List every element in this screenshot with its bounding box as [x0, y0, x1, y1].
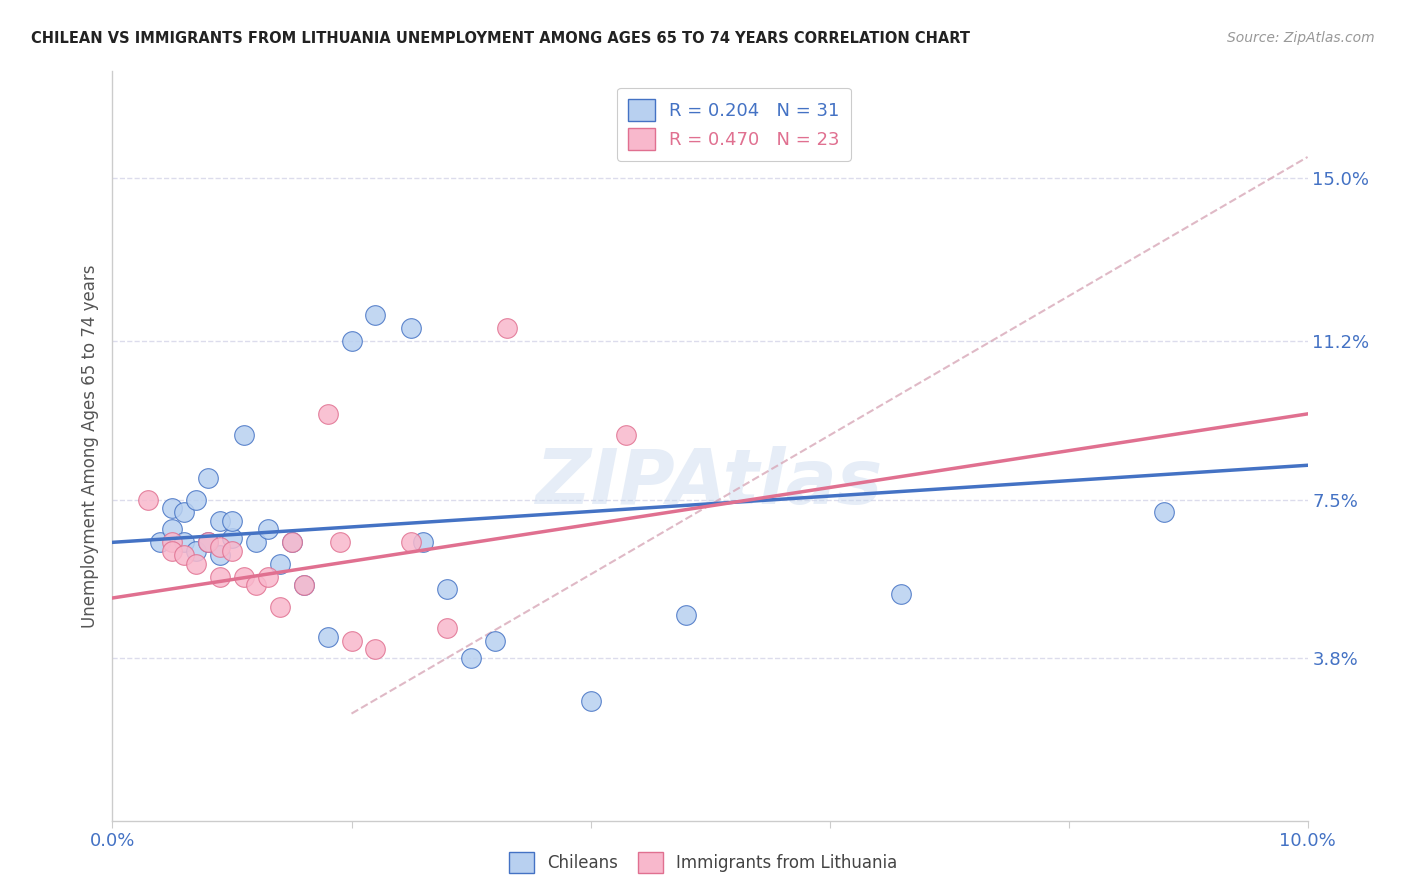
Point: [186, 492, 208, 507]
Point: [233, 569, 256, 583]
Text: ZIPAtlas: ZIPAtlas: [536, 447, 884, 520]
Point: [173, 505, 195, 519]
Point: [197, 535, 219, 549]
Point: [221, 531, 243, 545]
Point: [162, 523, 183, 537]
Point: [316, 630, 339, 644]
Point: [233, 428, 256, 442]
Point: [221, 514, 243, 528]
Point: [197, 471, 219, 485]
Point: [186, 544, 208, 558]
Point: [484, 633, 506, 648]
Point: [340, 633, 363, 648]
Legend: Chileans, Immigrants from Lithuania: Chileans, Immigrants from Lithuania: [502, 846, 904, 880]
Point: [364, 642, 387, 657]
Point: [173, 535, 195, 549]
Point: [292, 578, 315, 592]
Point: [316, 407, 339, 421]
Point: [292, 578, 315, 592]
Point: [257, 523, 280, 537]
Point: [209, 548, 232, 562]
Point: [579, 694, 602, 708]
Point: [197, 535, 219, 549]
Point: [162, 535, 183, 549]
Text: CHILEAN VS IMMIGRANTS FROM LITHUANIA UNEMPLOYMENT AMONG AGES 65 TO 74 YEARS CORR: CHILEAN VS IMMIGRANTS FROM LITHUANIA UNE…: [31, 31, 970, 46]
Point: [436, 621, 458, 635]
Point: [340, 334, 363, 348]
Point: [364, 309, 387, 323]
Point: [162, 544, 183, 558]
Point: [186, 557, 208, 571]
Point: [138, 492, 160, 507]
Point: [269, 557, 291, 571]
Point: [209, 540, 232, 554]
Point: [257, 569, 280, 583]
Point: [1153, 505, 1175, 519]
Point: [890, 587, 912, 601]
Point: [329, 535, 352, 549]
Y-axis label: Unemployment Among Ages 65 to 74 years: Unemployment Among Ages 65 to 74 years: [80, 264, 98, 628]
Point: [281, 535, 304, 549]
Point: [616, 428, 638, 442]
Point: [401, 535, 423, 549]
Point: [675, 608, 697, 623]
Point: [245, 535, 267, 549]
Point: [221, 544, 243, 558]
Legend: R = 0.204   N = 31, R = 0.470   N = 23: R = 0.204 N = 31, R = 0.470 N = 23: [617, 88, 851, 161]
Point: [209, 569, 232, 583]
Point: [269, 599, 291, 614]
Text: Source: ZipAtlas.com: Source: ZipAtlas.com: [1227, 31, 1375, 45]
Point: [162, 501, 183, 516]
Point: [496, 321, 519, 335]
Point: [436, 582, 458, 597]
Point: [173, 548, 195, 562]
Point: [209, 514, 232, 528]
Point: [245, 578, 267, 592]
Point: [460, 651, 482, 665]
Point: [149, 535, 172, 549]
Point: [412, 535, 434, 549]
Point: [281, 535, 304, 549]
Point: [401, 321, 423, 335]
